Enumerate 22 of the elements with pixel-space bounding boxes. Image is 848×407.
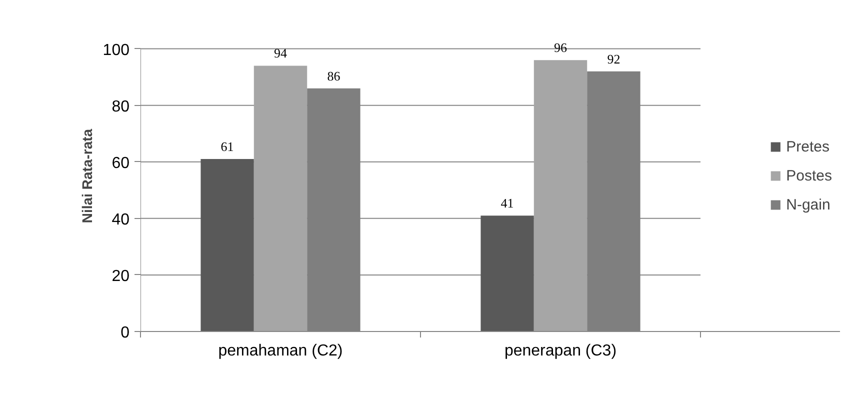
bar [480,216,534,332]
legend-label: Pretes [786,138,830,155]
y-axis-title: Nilai Rata-rata [78,128,95,224]
y-tick-label: 40 [112,211,130,228]
y-tick-label: 60 [112,154,130,172]
bar [200,159,254,332]
data-label: 92 [607,51,620,66]
y-tick-label: 100 [102,42,130,59]
bar [534,60,588,332]
data-label: 41 [500,196,514,211]
data-label: 86 [327,68,341,84]
legend-label: Postes [786,167,832,184]
data-label: 61 [220,139,234,154]
x-tick-label: pemahaman (C2) [218,342,343,360]
x-tick-label: penerapan (C3) [504,342,617,360]
y-tick-label: 20 [112,268,130,285]
y-tick-label: 0 [120,324,130,342]
bar [254,66,308,332]
data-label: 94 [274,46,288,61]
legend-label: N-gain [786,196,830,213]
data-label: 96 [554,40,568,56]
y-tick-label: 80 [112,98,130,116]
